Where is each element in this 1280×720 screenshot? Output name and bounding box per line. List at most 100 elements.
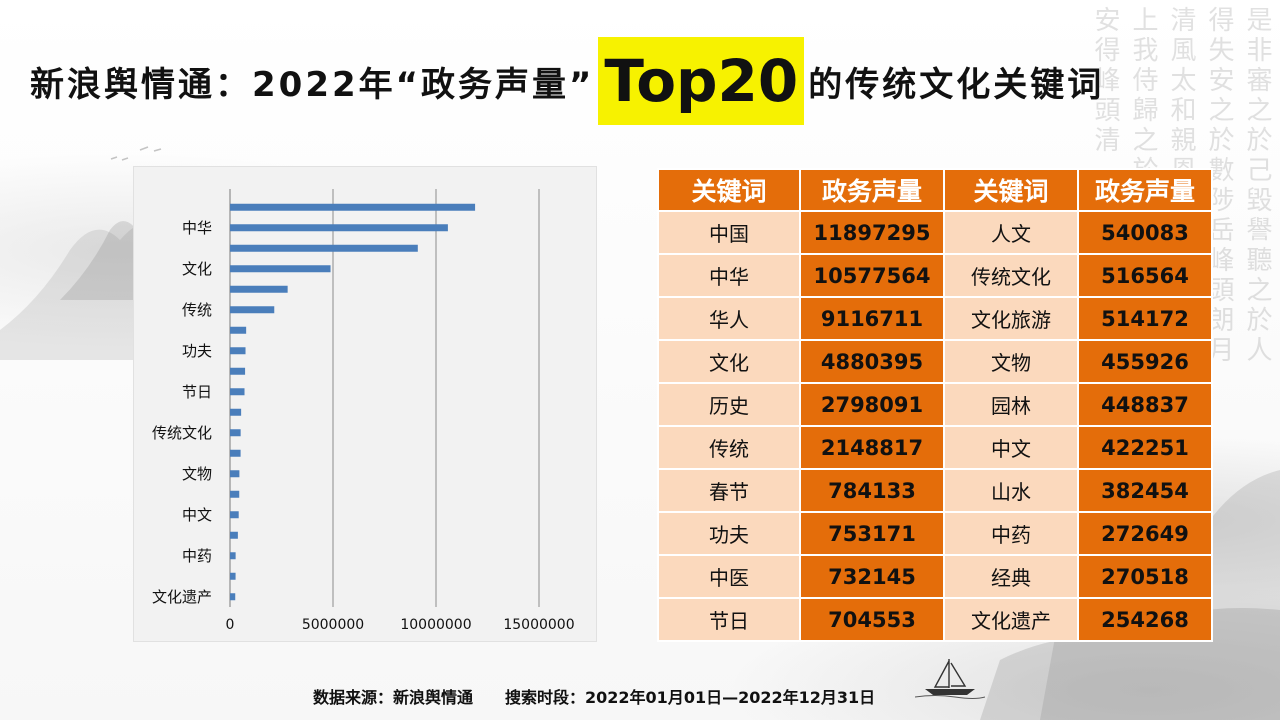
footer-period: 搜索时段：2022年01月01日—2022年12月31日 <box>505 688 876 707</box>
bar <box>230 347 246 355</box>
bar <box>230 244 418 252</box>
y-tick-label: 功夫 <box>182 342 212 360</box>
y-tick-label: 中文 <box>182 506 212 524</box>
keyword-cell: 历史 <box>657 382 801 427</box>
bar-chart-svg: 0 5000000 10000000 15000000 中华文化传统功夫节日传统文化文物… <box>152 189 575 633</box>
x-tick-label: 10000000 <box>400 617 471 633</box>
table-row: 功夫 753171 中药 272649 <box>657 511 1213 556</box>
keyword-cell: 传统文化 <box>943 253 1079 298</box>
volume-cell: 382454 <box>1077 468 1213 513</box>
keyword-cell: 节日 <box>657 597 801 642</box>
volume-cell: 9116711 <box>799 296 945 341</box>
volume-cell: 455926 <box>1077 339 1213 384</box>
keyword-cell: 中华 <box>657 253 801 298</box>
footer: 数据来源：新浪舆情通 搜索时段：2022年01月01日—2022年12月31日 <box>313 684 875 708</box>
bar <box>230 511 239 519</box>
y-tick-label: 传统文化 <box>152 424 212 442</box>
volume-cell: 10577564 <box>799 253 945 298</box>
volume-cell: 514172 <box>1077 296 1213 341</box>
keyword-cell: 中文 <box>943 425 1079 470</box>
bar <box>230 265 331 273</box>
keyword-cell: 文化遗产 <box>943 597 1079 642</box>
header-keyword-2: 关键词 <box>943 168 1079 212</box>
x-tick-label: 5000000 <box>302 617 364 633</box>
volume-cell: 4880395 <box>799 339 945 384</box>
bar <box>230 326 247 334</box>
keyword-cell: 春节 <box>657 468 801 513</box>
bar <box>230 531 238 539</box>
keyword-cell: 中国 <box>657 210 801 255</box>
volume-cell: 732145 <box>799 554 945 599</box>
bar <box>230 367 246 375</box>
table-row: 节日 704553 文化遗产 254268 <box>657 597 1213 642</box>
y-tick-label: 中华 <box>182 219 212 237</box>
table-row: 春节 784133 山水 382454 <box>657 468 1213 513</box>
keyword-cell: 山水 <box>943 468 1079 513</box>
keyword-cell: 文化旅游 <box>943 296 1079 341</box>
keyword-cell: 中药 <box>943 511 1079 556</box>
keyword-cell: 人文 <box>943 210 1079 255</box>
table-header-row: 关键词 政务声量 关键词 政务声量 <box>657 168 1213 212</box>
title-highlight: Top20 <box>598 37 805 125</box>
keyword-cell: 文化 <box>657 339 801 384</box>
y-tick-label: 文物 <box>182 465 212 483</box>
bar <box>230 203 476 211</box>
y-tick-label: 文化遗产 <box>152 588 212 606</box>
title-prefix: 新浪舆情通：2022年“政务声量” <box>30 64 595 105</box>
keyword-cell: 园林 <box>943 382 1079 427</box>
x-tick-label: 15000000 <box>503 617 574 633</box>
volume-cell: 516564 <box>1077 253 1213 298</box>
header-volume-1: 政务声量 <box>799 168 945 212</box>
sailboat-decoration <box>915 659 985 699</box>
bar <box>230 429 241 437</box>
keyword-cell: 经典 <box>943 554 1079 599</box>
bar <box>230 224 448 232</box>
bar <box>230 552 236 560</box>
volume-cell: 540083 <box>1077 210 1213 255</box>
table-row: 中医 732145 经典 270518 <box>657 554 1213 599</box>
volume-cell: 422251 <box>1077 425 1213 470</box>
keyword-cell: 华人 <box>657 296 801 341</box>
keyword-table: 关键词 政务声量 关键词 政务声量 中国 11897295 人文 540083 中华 10… <box>657 168 1213 642</box>
volume-cell: 704553 <box>799 597 945 642</box>
table-row: 中华 10577564 传统文化 516564 <box>657 253 1213 298</box>
keyword-cell: 中医 <box>657 554 801 599</box>
bar <box>230 449 241 457</box>
bar <box>230 593 236 601</box>
keyword-cell: 传统 <box>657 425 801 470</box>
table-row: 历史 2798091 园林 448837 <box>657 382 1213 427</box>
bar-chart: 0 5000000 10000000 15000000 中华文化传统功夫节日传统文化文物… <box>133 166 597 642</box>
volume-cell: 254268 <box>1077 597 1213 642</box>
y-tick-label: 传统 <box>182 301 212 319</box>
bar <box>230 572 236 580</box>
table-row: 中国 11897295 人文 540083 <box>657 210 1213 255</box>
x-tick-label: 0 <box>226 617 235 633</box>
table-row: 传统 2148817 中文 422251 <box>657 425 1213 470</box>
y-tick-label: 节日 <box>182 383 212 401</box>
bar <box>230 388 245 396</box>
bar <box>230 470 240 478</box>
volume-cell: 272649 <box>1077 511 1213 556</box>
bar <box>230 306 275 314</box>
volume-cell: 784133 <box>799 468 945 513</box>
y-tick-label: 文化 <box>182 260 212 278</box>
keyword-cell: 文物 <box>943 339 1079 384</box>
volume-cell: 11897295 <box>799 210 945 255</box>
table-row: 文化 4880395 文物 455926 <box>657 339 1213 384</box>
volume-cell: 753171 <box>799 511 945 556</box>
y-tick-label: 中药 <box>182 547 212 565</box>
volume-cell: 448837 <box>1077 382 1213 427</box>
keyword-cell: 功夫 <box>657 511 801 556</box>
footer-source: 数据来源：新浪舆情通 <box>313 688 474 707</box>
bar <box>230 408 242 416</box>
page-title: 新浪舆情通：2022年“政务声量” Top20 的传统文化关键词 <box>30 36 1104 126</box>
header-keyword-1: 关键词 <box>657 168 801 212</box>
volume-cell: 2798091 <box>799 382 945 427</box>
table-row: 华人 9116711 文化旅游 514172 <box>657 296 1213 341</box>
title-suffix: 的传统文化关键词 <box>808 64 1105 105</box>
volume-cell: 270518 <box>1077 554 1213 599</box>
header-volume-2: 政务声量 <box>1077 168 1213 212</box>
bar <box>230 285 288 293</box>
volume-cell: 2148817 <box>799 425 945 470</box>
bar <box>230 490 240 498</box>
